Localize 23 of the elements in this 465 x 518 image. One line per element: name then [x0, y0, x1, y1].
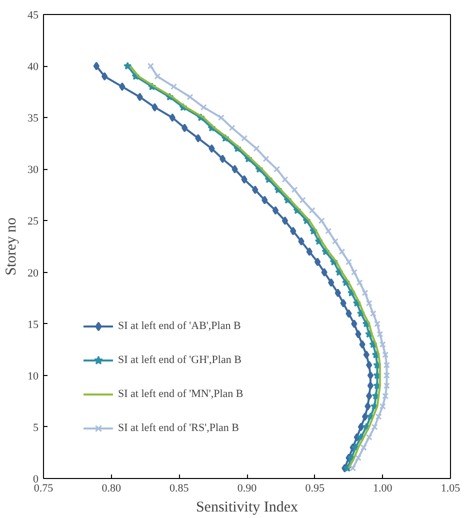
- x-tick-label: 0.80: [102, 482, 122, 494]
- x-tick-label: 0.90: [237, 482, 258, 494]
- y-tick-label: 5: [33, 422, 39, 434]
- y-tick-label: 15: [28, 318, 39, 331]
- legend-label: SI at left end of 'RS',Plan B: [118, 422, 239, 434]
- y-tick-label: 40: [28, 61, 39, 74]
- x-tick-label: 1.00: [373, 482, 393, 494]
- x-tick-label: 1.05: [440, 482, 461, 494]
- y-tick-label: 35: [28, 112, 39, 125]
- x-tick-label: 0.95: [305, 482, 325, 494]
- legend-label: SI at left end of 'AB',Plan B: [118, 320, 241, 332]
- legend-label: SI at left end of 'GH',Plan B: [118, 354, 242, 366]
- y-tick-label: 45: [28, 10, 39, 22]
- x-axis-title: Sensitivity Index: [196, 500, 299, 516]
- y-tick-label: 30: [28, 164, 39, 176]
- x-tick-label: 0.85: [170, 482, 190, 494]
- y-tick-label: 20: [28, 267, 39, 280]
- legend-label: SI at left end of 'MN',Plan B: [118, 388, 244, 400]
- x-tick-label: 0.75: [34, 482, 54, 494]
- y-axis-title: Storey no: [4, 218, 20, 276]
- y-tick-label: 0: [33, 474, 39, 486]
- y-tick-label: 10: [28, 370, 39, 382]
- y-tick-label: 25: [28, 216, 39, 228]
